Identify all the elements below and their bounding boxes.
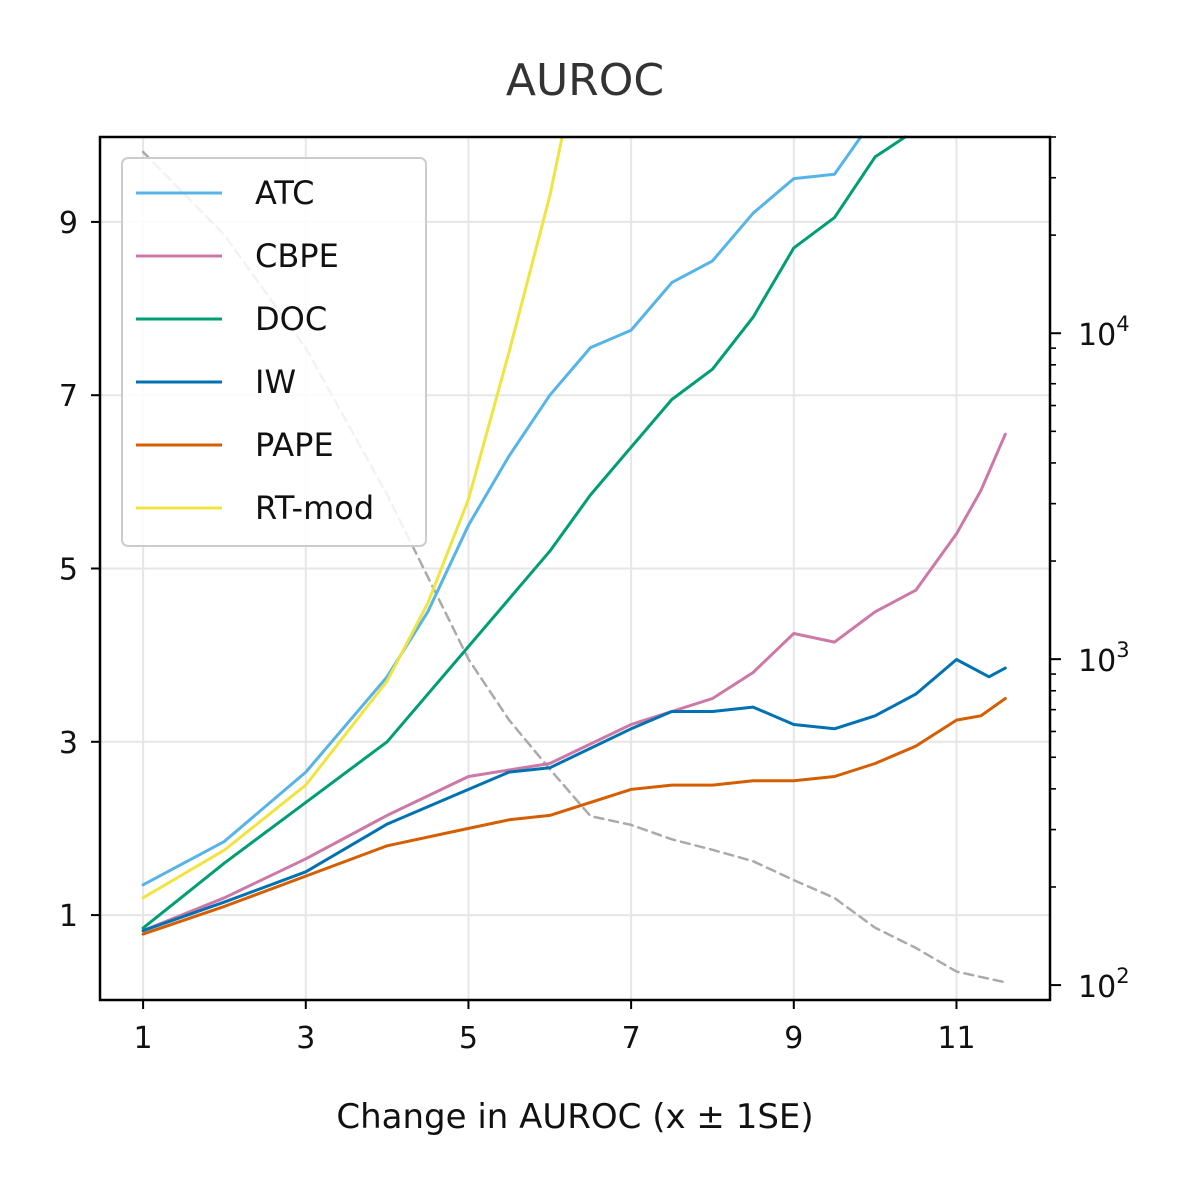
legend-label-atc: ATC	[255, 174, 314, 212]
series-line-pape	[141, 697, 1007, 936]
series-line-iw	[141, 658, 1007, 933]
x-tick-label: 9	[784, 1021, 803, 1056]
x-axis-ticks: 1 3 5 7 9 11	[134, 1000, 976, 1056]
secondary-tick-label: 102	[1078, 964, 1130, 1005]
legend-label-cbpe: CBPE	[255, 237, 339, 275]
y-axis-ticks: 1 3 5 7 9	[59, 206, 100, 934]
series-line-atc	[141, 135, 863, 887]
series-lines	[141, 135, 1007, 936]
chart-title: AUROC	[506, 55, 664, 106]
legend-box	[121, 157, 427, 547]
y-tick-label: 1	[59, 899, 78, 934]
series-line-rt-mod	[141, 135, 564, 900]
series-line-cbpe	[141, 432, 1007, 933]
x-tick-label: 5	[459, 1021, 478, 1056]
y-tick-label: 3	[59, 726, 78, 761]
legend-label-pape: PAPE	[255, 426, 334, 464]
series-line-doc	[141, 135, 907, 930]
secondary-tick-label: 103	[1078, 638, 1130, 679]
legend: ATC CBPE DOC IW PAPE RT-mod	[121, 157, 427, 547]
legend-label-iw: IW	[255, 363, 296, 401]
x-tick-label: 1	[134, 1021, 153, 1056]
secondary-y-axis-ticks: 102 103 104	[1050, 136, 1130, 1005]
x-axis-label: Change in AUROC (x ± 1SE)	[336, 1097, 813, 1137]
legend-label-rt-mod: RT-mod	[255, 489, 374, 527]
legend-label-doc: DOC	[255, 300, 327, 338]
y-tick-label: 5	[59, 553, 78, 588]
secondary-tick-label: 104	[1078, 312, 1130, 353]
x-tick-label: 3	[296, 1021, 315, 1056]
y-tick-label: 7	[59, 379, 78, 414]
x-tick-label: 11	[937, 1021, 975, 1056]
x-tick-label: 7	[622, 1021, 641, 1056]
y-tick-label: 9	[59, 206, 78, 241]
